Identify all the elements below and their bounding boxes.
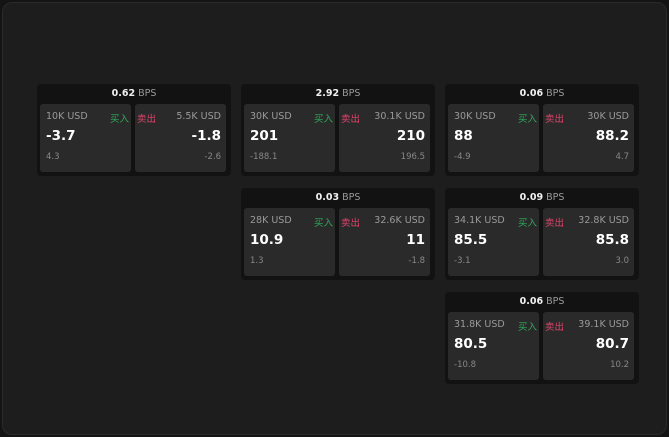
sell-label: 卖出 xyxy=(137,114,157,125)
quote-card: 2.92 BPS 30K USD 买入 201 -188.1 30.1K USD… xyxy=(241,84,435,176)
buy-price: 85.5 xyxy=(454,232,488,248)
spread-header: 0.62 BPS xyxy=(37,84,231,104)
spread-unit: BPS xyxy=(342,88,361,99)
buy-box[interactable]: 34.1K USD 买入 85.5 -3.1 xyxy=(448,208,539,276)
spread-unit: BPS xyxy=(546,296,565,307)
buy-change: -10.8 xyxy=(454,360,476,370)
sell-label: 卖出 xyxy=(545,218,565,229)
spread-value: 0.09 xyxy=(519,192,544,203)
quote-card: 0.06 BPS 31.8K USD 买入 80.5 -10.8 39.1K U… xyxy=(445,292,639,384)
buy-change: -4.9 xyxy=(454,152,471,162)
sell-box[interactable]: 30K USD 卖出 88.2 4.7 xyxy=(543,104,634,172)
buy-change: -188.1 xyxy=(250,152,278,162)
spread-value: 0.06 xyxy=(519,88,544,99)
sell-price: 210 xyxy=(396,128,425,144)
buy-size: 30K USD xyxy=(250,111,292,122)
sell-box[interactable]: 5.5K USD 卖出 -1.8 -2.6 xyxy=(135,104,226,172)
buy-label: 买入 xyxy=(517,322,537,333)
sell-box[interactable]: 32.6K USD 卖出 11 -1.8 xyxy=(339,208,430,276)
spread-header: 0.06 BPS xyxy=(445,292,639,312)
sell-price: 85.8 xyxy=(595,232,629,248)
buy-price: -3.7 xyxy=(46,128,76,144)
sell-change: 4.7 xyxy=(615,152,629,162)
sell-label: 卖出 xyxy=(545,114,565,125)
sell-size: 30.1K USD xyxy=(374,111,425,122)
spread-header: 2.92 BPS xyxy=(241,84,435,104)
sell-label: 卖出 xyxy=(341,114,361,125)
spread-header: 0.03 BPS xyxy=(241,188,435,208)
buy-size: 34.1K USD xyxy=(454,215,505,226)
spread-header: 0.06 BPS xyxy=(445,84,639,104)
buy-change: 4.3 xyxy=(46,152,60,162)
sell-change: 3.0 xyxy=(615,256,629,266)
spread-unit: BPS xyxy=(342,192,361,203)
sell-label: 卖出 xyxy=(545,322,565,333)
sell-price: 88.2 xyxy=(595,128,629,144)
spread-unit: BPS xyxy=(138,88,157,99)
buy-box[interactable]: 30K USD 买入 88 -4.9 xyxy=(448,104,539,172)
buy-label: 买入 xyxy=(313,218,333,229)
spread-value: 0.03 xyxy=(315,192,340,203)
sell-size: 30K USD xyxy=(587,111,629,122)
buy-size: 28K USD xyxy=(250,215,292,226)
buy-change: 1.3 xyxy=(250,256,264,266)
buy-price: 10.9 xyxy=(250,232,284,248)
sell-label: 卖出 xyxy=(341,218,361,229)
quote-card: 0.03 BPS 28K USD 买入 10.9 1.3 32.6K USD 卖… xyxy=(241,188,435,280)
sell-size: 5.5K USD xyxy=(176,111,221,122)
sell-price: -1.8 xyxy=(191,128,221,144)
spread-value: 0.06 xyxy=(519,296,544,307)
spread-value: 0.62 xyxy=(111,88,136,99)
buy-box[interactable]: 30K USD 买入 201 -188.1 xyxy=(244,104,335,172)
buy-box[interactable]: 28K USD 买入 10.9 1.3 xyxy=(244,208,335,276)
spread-value: 2.92 xyxy=(315,88,340,99)
quote-card: 0.06 BPS 30K USD 买入 88 -4.9 30K USD 卖出 8… xyxy=(445,84,639,176)
buy-label: 买入 xyxy=(313,114,333,125)
sell-change: -2.6 xyxy=(204,152,221,162)
sell-change: 10.2 xyxy=(610,360,629,370)
sell-price: 11 xyxy=(406,232,425,248)
quote-card: 0.09 BPS 34.1K USD 买入 85.5 -3.1 32.8K US… xyxy=(445,188,639,280)
buy-label: 买入 xyxy=(517,218,537,229)
buy-price: 80.5 xyxy=(454,336,488,352)
sell-size: 32.8K USD xyxy=(578,215,629,226)
spread-unit: BPS xyxy=(546,88,565,99)
buy-size: 30K USD xyxy=(454,111,496,122)
spread-unit: BPS xyxy=(546,192,565,203)
sell-size: 39.1K USD xyxy=(578,319,629,330)
buy-label: 买入 xyxy=(109,114,129,125)
buy-change: -3.1 xyxy=(454,256,471,266)
sell-size: 32.6K USD xyxy=(374,215,425,226)
sell-box[interactable]: 30.1K USD 卖出 210 196.5 xyxy=(339,104,430,172)
sell-change: 196.5 xyxy=(400,152,425,162)
buy-size: 31.8K USD xyxy=(454,319,505,330)
spread-header: 0.09 BPS xyxy=(445,188,639,208)
buy-label: 买入 xyxy=(517,114,537,125)
buy-box[interactable]: 10K USD 买入 -3.7 4.3 xyxy=(40,104,131,172)
quote-card: 0.62 BPS 10K USD 买入 -3.7 4.3 5.5K USD 卖出… xyxy=(37,84,231,176)
buy-box[interactable]: 31.8K USD 买入 80.5 -10.8 xyxy=(448,312,539,380)
buy-size: 10K USD xyxy=(46,111,88,122)
buy-price: 88 xyxy=(454,128,473,144)
buy-price: 201 xyxy=(250,128,279,144)
sell-box[interactable]: 32.8K USD 卖出 85.8 3.0 xyxy=(543,208,634,276)
sell-price: 80.7 xyxy=(595,336,629,352)
sell-change: -1.8 xyxy=(408,256,425,266)
sell-box[interactable]: 39.1K USD 卖出 80.7 10.2 xyxy=(543,312,634,380)
